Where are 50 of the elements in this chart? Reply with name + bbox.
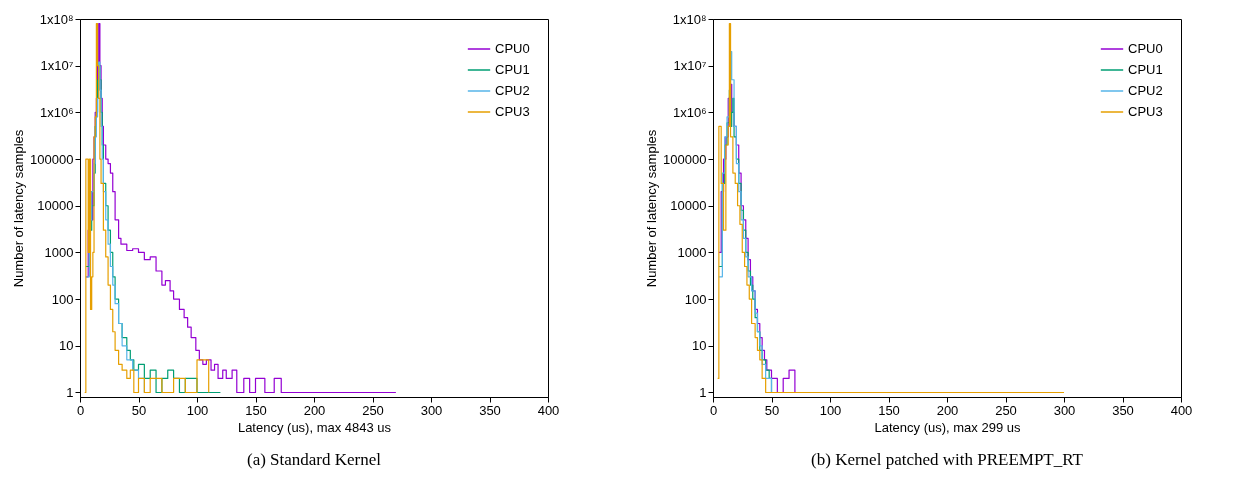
y-tick-label: 1 [699,384,707,400]
x-tick-label: 50 [131,402,147,418]
x-tick-label: 350 [1112,402,1134,418]
x-axis-title: Latency (us), max 299 us [874,419,1021,435]
y-tick-label: 1x10⁷ [40,58,74,74]
y-tick-label: 1x10⁶ [672,104,707,120]
x-tick-label: 50 [764,402,780,418]
x-tick-label: 400 [537,402,560,418]
x-tick-label: 400 [1170,402,1193,418]
legend-label: CPU3 [1128,104,1163,119]
y-tick-label: 1x10⁸ [39,11,74,27]
y-tick-label: 1x10⁷ [673,58,707,74]
x-tick-label: 0 [76,402,85,418]
y-tick-label: 10 [692,338,707,354]
y-tick-label: 10 [59,338,74,354]
legend-label: CPU2 [495,83,530,98]
y-tick-label: 100000 [663,151,707,167]
legend-label: CPU0 [495,41,530,56]
text: (b) Kernel patched with PREEMPT_RT [811,450,1084,469]
x-tick-label: 0 [709,402,718,418]
x-tick-label: 300 [420,402,443,418]
x-tick-label: 200 [303,402,326,418]
y-tick-label: 100 [51,291,74,307]
y-tick-label: 10000 [37,198,74,214]
x-tick-label: 100 [186,402,209,418]
y-tick-label: 1000 [44,244,74,260]
text: (a) Standard Kernel [246,450,382,469]
y-tick-label: 10000 [670,198,707,214]
x-tick-label: 200 [936,402,959,418]
legend-label: CPU2 [1128,83,1163,98]
x-tick-label: 250 [995,402,1017,418]
y-axis-title: Number of latency samples [644,129,660,288]
y-tick-label: 100 [684,291,707,307]
x-axis-title: Latency (us), max 4843 us [237,419,392,435]
legend-label: CPU3 [495,104,530,119]
legend-label: CPU1 [1128,62,1163,77]
legend-label: CPU1 [495,62,530,77]
x-tick-label: 150 [878,402,900,418]
x-tick-label: 100 [819,402,842,418]
x-tick-label: 350 [479,402,501,418]
y-tick-label: 1x10⁸ [672,11,707,27]
y-axis-title: Number of latency samples [11,129,27,288]
legend-label: CPU0 [1128,41,1163,56]
x-tick-label: 250 [362,402,384,418]
y-tick-label: 100000 [30,151,74,167]
y-tick-label: 1000 [677,244,707,260]
x-tick-label: 150 [245,402,267,418]
x-tick-label: 300 [1053,402,1076,418]
y-tick-label: 1x10⁶ [39,104,74,120]
y-tick-label: 1 [66,384,74,400]
